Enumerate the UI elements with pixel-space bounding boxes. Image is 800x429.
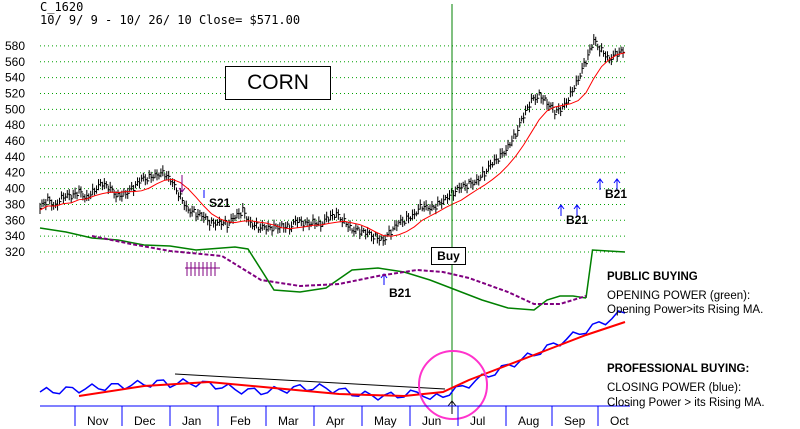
public-buying-title: PUBLIC BUYING [607, 271, 698, 283]
price-tick-label: 560 [5, 55, 25, 69]
closing-power-trend-line [174, 373, 446, 390]
symbol-label: C_1620 [40, 0, 84, 14]
closing-power-note: CLOSING POWER (blue): [607, 382, 742, 394]
month-label: May [374, 414, 397, 428]
price-tick-label: 320 [5, 245, 25, 259]
opening-power-note: OPENING POWER (green): [607, 290, 751, 302]
month-label: Jul [470, 414, 485, 428]
b21-arrow-b-head [573, 204, 581, 210]
price-tick-label: 440 [5, 150, 25, 164]
price-tick-label: 540 [5, 71, 25, 85]
buy-up-arrow-head [447, 400, 457, 407]
price-tick-label: 400 [5, 182, 25, 196]
b21-label-a: B21 [566, 213, 588, 227]
b21-label-b: B21 [389, 286, 411, 300]
price-tick-label: 500 [5, 102, 25, 116]
month-label: Sep [564, 414, 586, 428]
price-tick-label: 580 [5, 39, 25, 53]
price-tick-label: 480 [5, 118, 25, 132]
s21-arrow-head [178, 187, 186, 193]
chart-title-box: CORN [225, 66, 331, 100]
buy-highlight-circle [418, 350, 488, 420]
month-label: Nov [87, 414, 108, 428]
opening-power-ma-line [91, 235, 587, 305]
b21-label-c: B21 [605, 187, 627, 201]
month-label: Jan [182, 414, 201, 428]
month-label: Aug [518, 414, 539, 428]
price-moving-average-line [39, 52, 626, 237]
b21-arrow-c-head [596, 178, 604, 184]
month-label: Dec [134, 414, 155, 428]
price-tick-label: 340 [5, 229, 25, 243]
month-label: Mar [278, 414, 299, 428]
opening-power-line [39, 227, 587, 311]
month-label: Feb [230, 414, 251, 428]
price-tick-label: 380 [5, 197, 25, 211]
price-tick-label: 520 [5, 86, 25, 100]
professional-buying-title: PROFESSIONAL BUYING: [607, 363, 750, 375]
price-tick-label: 420 [5, 166, 25, 180]
closing-power-ma-line [78, 321, 626, 398]
price-tick-label: 460 [5, 134, 25, 148]
date-range-close-label: 10/ 9/ 9 - 10/ 26/ 10 Close= $571.00 [40, 13, 301, 27]
b21-arrow-d-head [613, 178, 621, 184]
closing-power-line [39, 310, 626, 401]
opening-power-jump [585, 249, 626, 299]
price-tick-label: 360 [5, 213, 25, 227]
buy-signal-label: Buy [431, 247, 466, 265]
b21-arrow-a-head [557, 204, 565, 210]
b21-arrow-e-head [380, 273, 388, 279]
opening-power-ma-note: Opening Power>its Rising MA. [607, 304, 764, 316]
month-label: Apr [326, 414, 345, 428]
closing-power-ma-note: Closing Power > its Rising MA. [607, 397, 765, 409]
month-label: Oct [610, 414, 629, 428]
month-label: Jun [422, 414, 441, 428]
s21-label: S21 [209, 196, 231, 210]
